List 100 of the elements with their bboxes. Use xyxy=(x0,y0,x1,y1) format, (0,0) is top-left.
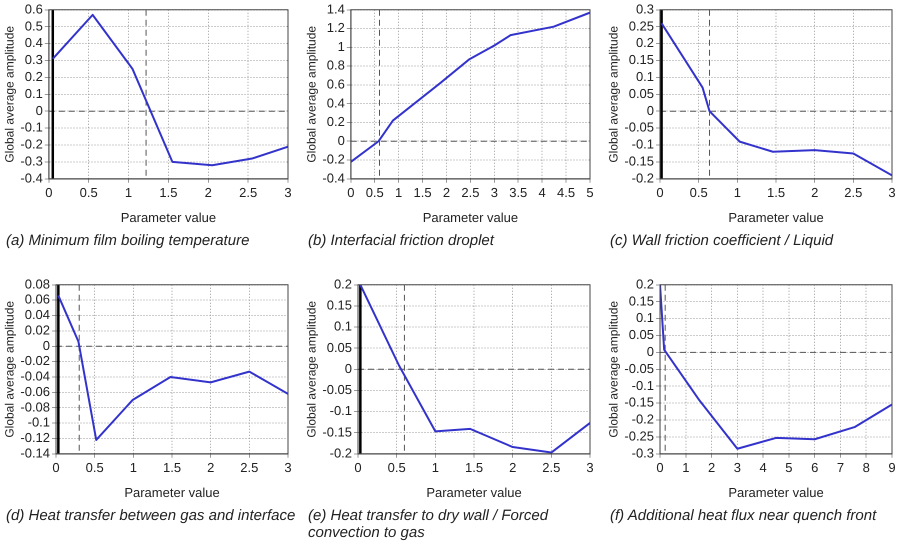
x-tick-label: 0.5 xyxy=(388,460,406,476)
y-tick-label: 0 xyxy=(646,102,654,118)
y-tick-label: 1.2 xyxy=(326,20,345,36)
y-tick-label: 0.2 xyxy=(24,68,43,84)
x-tick-label: 0.5 xyxy=(690,185,708,200)
y-tick-label: -0.4 xyxy=(322,170,345,186)
y-tick-label: 0.02 xyxy=(24,322,50,338)
y-tick-label: -0.1 xyxy=(632,378,654,393)
x-axis-title: Parameter value xyxy=(120,210,216,225)
x-tick-label: 1.5 xyxy=(464,460,484,476)
y-axis-title: Global average amplitude xyxy=(606,26,621,163)
y-tick-label: -0.25 xyxy=(624,428,654,444)
x-tick-label: 0 xyxy=(656,185,664,200)
text: (d) Heat transfer between gas and interface xyxy=(5,506,296,524)
x-tick-label: 1 xyxy=(734,185,741,200)
y-tick-label: 0.4 xyxy=(326,95,345,110)
y-tick-label: -0.1 xyxy=(330,403,352,418)
x-tick-label: 1 xyxy=(395,185,402,200)
y-tick-label: -0.3 xyxy=(632,445,654,460)
x-tick-label: 0 xyxy=(656,460,664,476)
text: (e) Heat transfer to dry wall / Forced convection to gas xyxy=(307,506,550,541)
y-tick-label: 0.6 xyxy=(24,1,43,16)
x-tick-label: 3 xyxy=(284,460,292,476)
y-tick-label: 0.2 xyxy=(636,35,654,50)
y-tick-label: 0 xyxy=(646,344,654,359)
x-tick-label: 0 xyxy=(52,460,60,476)
y-axis-title: Global average amplitude xyxy=(2,300,17,438)
y-tick-label: -0.1 xyxy=(20,120,43,135)
x-tick-label: 1.5 xyxy=(766,185,786,200)
x-tick-label: 2.5 xyxy=(239,185,258,200)
x-tick-label: 2.5 xyxy=(240,460,258,476)
y-tick-label: -0.15 xyxy=(624,394,654,410)
y-tick-label: 0.1 xyxy=(24,86,43,101)
y-tick-label: 0.2 xyxy=(636,276,654,292)
y-tick-label: 1 xyxy=(338,38,345,54)
y-tick-label: 0.25 xyxy=(628,18,654,34)
y-tick-label: 0.15 xyxy=(628,293,654,308)
y-tick-label: 0 xyxy=(338,132,345,148)
y-tick-label: -0.06 xyxy=(20,384,50,399)
y-axis-title: Global average amplitude xyxy=(304,26,319,163)
y-tick-label: -0.02 xyxy=(20,353,50,368)
x-tick-label: 1 xyxy=(432,460,439,476)
y-tick-label: 0.1 xyxy=(334,318,352,334)
x-tick-label: 3 xyxy=(490,185,498,200)
y-tick-label: -0.1 xyxy=(28,414,50,430)
x-tick-label: 2 xyxy=(204,185,212,200)
y-tick-label: 0.3 xyxy=(636,1,654,16)
y-tick-label: -0.2 xyxy=(330,445,352,460)
y-tick-label: 0.3 xyxy=(24,52,43,68)
x-axis-title: Parameter value xyxy=(124,484,220,500)
x-tick-label: 3 xyxy=(888,185,896,200)
x-axis-title: Parameter value xyxy=(422,210,518,225)
x-tick-label: 3 xyxy=(284,185,292,200)
x-tick-label: 2.5 xyxy=(844,185,862,200)
y-tick-label: -0.2 xyxy=(632,170,654,186)
y-tick-label: 0.06 xyxy=(24,292,50,307)
x-tick-label: 0 xyxy=(354,460,362,476)
x-axis-title: Parameter value xyxy=(426,484,522,500)
y-tick-label: 0.05 xyxy=(326,340,352,355)
y-tick-label: 0 xyxy=(344,360,352,376)
y-tick-label: -0.05 xyxy=(624,360,654,376)
x-tick-label: 4.5 xyxy=(557,185,576,200)
text: (b) Interfacial friction droplet xyxy=(307,231,496,249)
x-tick-label: 5 xyxy=(586,185,594,200)
x-tick-label: 2.5 xyxy=(461,185,480,200)
y-tick-label: 0.2 xyxy=(326,114,345,130)
x-tick-label: 6 xyxy=(811,460,818,476)
x-tick-label: 3.5 xyxy=(509,185,528,200)
y-tick-label: -0.04 xyxy=(20,368,50,384)
y-axis-title: Global average amplitude xyxy=(2,26,17,163)
x-tick-label: 1 xyxy=(682,460,690,476)
x-tick-label: 2.5 xyxy=(542,460,560,476)
y-tick-label: -0.15 xyxy=(624,153,654,168)
x-axis-title: Parameter value xyxy=(728,210,824,225)
text: (c) Wall friction coefficient / Liquid xyxy=(609,231,834,249)
x-tick-label: 2 xyxy=(207,460,214,476)
x-tick-label: 4 xyxy=(538,185,546,200)
x-tick-label: 7 xyxy=(836,460,844,476)
x-tick-label: 3 xyxy=(734,460,741,476)
y-tick-label: -0.05 xyxy=(322,382,352,398)
y-tick-label: 0.6 xyxy=(326,76,345,92)
x-tick-label: 3 xyxy=(586,460,594,476)
y-tick-label: 0.08 xyxy=(24,276,50,292)
y-tick-label: -0.2 xyxy=(632,412,654,427)
x-tick-label: 1.5 xyxy=(159,185,178,200)
x-tick-label: 0.5 xyxy=(366,185,384,200)
y-tick-label: -0.15 xyxy=(322,424,352,440)
y-axis-title: Global average amplitude xyxy=(606,300,621,438)
y-tick-label: 0 xyxy=(42,338,50,353)
y-tick-label: -0.08 xyxy=(20,399,50,414)
y-tick-label: 0.1 xyxy=(636,310,654,326)
y-tick-label: 0.8 xyxy=(326,58,345,73)
y-tick-label: 0.15 xyxy=(326,298,352,313)
y-tick-label: 0.04 xyxy=(24,307,50,322)
y-tick-label: -0.2 xyxy=(322,152,345,167)
x-tick-label: 2 xyxy=(509,460,516,476)
text: (a) Minimum film boiling temperature xyxy=(5,231,250,249)
x-tick-label: 1 xyxy=(130,460,137,476)
y-tick-label: -0.3 xyxy=(20,153,43,168)
y-tick-label: 0 xyxy=(36,102,43,118)
